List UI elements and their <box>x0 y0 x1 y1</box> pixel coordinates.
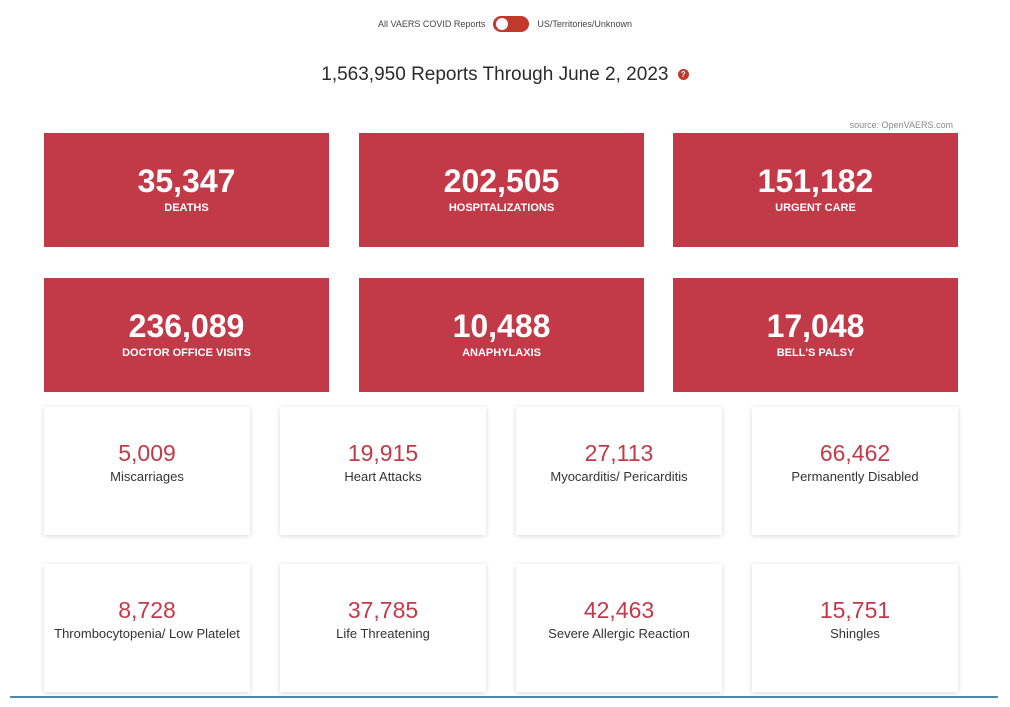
stat-value: 236,089 <box>128 308 245 344</box>
stat-value: 37,785 <box>347 597 419 623</box>
page-title: 1,563,950 Reports Through June 2, 2023 <box>321 64 669 85</box>
stat-label: DEATHS <box>164 202 209 214</box>
stat-value: 35,347 <box>137 163 236 199</box>
stat-value: 5,009 <box>118 440 176 466</box>
stat-value: 19,915 <box>347 440 419 466</box>
stat-card-shingles: 15,751 Shingles <box>752 564 958 692</box>
page-title-row: 1,563,950 Reports Through June 2, 2023 ? <box>0 62 1010 88</box>
stat-tile-urgent-care: 151,182 URGENT CARE <box>673 133 958 247</box>
bottom-divider <box>10 696 998 698</box>
stat-tile-deaths: 35,347 DEATHS <box>44 133 329 247</box>
stat-label: BELL'S PALSY <box>776 347 855 359</box>
stat-value: 8,728 <box>118 597 176 623</box>
region-toggle-switch[interactable] <box>493 16 530 32</box>
stat-label: URGENT CARE <box>775 202 856 214</box>
stat-card-thrombocytopenia: 8,728 Thrombocytopenia/ Low Platelet <box>44 564 250 692</box>
stat-value: 66,462 <box>819 440 891 466</box>
stat-card-severe-allergic-reaction: 42,463 Severe Allergic Reaction <box>516 564 722 692</box>
stat-card-myocarditis: 27,113 Myocarditis/ Pericarditis <box>516 407 722 535</box>
stat-label: DOCTOR OFFICE VISITS <box>122 347 251 359</box>
stat-label: Shingles <box>830 626 880 641</box>
stat-label: ANAPHYLAXIS <box>462 347 541 359</box>
toggle-label-us-territories[interactable]: US/Territories/Unknown <box>537 19 632 29</box>
stat-card-permanently-disabled: 66,462 Permanently Disabled <box>752 407 958 535</box>
stat-tile-doctor-office-visits: 236,089 DOCTOR OFFICE VISITS <box>44 278 329 392</box>
stat-value: 151,182 <box>757 163 874 199</box>
stat-card-miscarriages: 5,009 Miscarriages <box>44 407 250 535</box>
stat-label: Miscarriages <box>110 469 184 484</box>
stat-label: HOSPITALIZATIONS <box>448 202 555 214</box>
stat-card-life-threatening: 37,785 Life Threatening <box>280 564 486 692</box>
report-filter-toggle-row: All VAERS COVID Reports US/Territories/U… <box>0 14 1010 34</box>
stat-value: 202,505 <box>443 163 560 199</box>
stat-value: 10,488 <box>452 308 551 344</box>
stat-label: Permanently Disabled <box>791 469 919 484</box>
stat-tile-bells-palsy: 17,048 BELL'S PALSY <box>673 278 958 392</box>
question-icon[interactable]: ? <box>677 69 689 81</box>
stat-value: 17,048 <box>766 308 865 344</box>
stat-label: Myocarditis/ Pericarditis <box>550 469 688 484</box>
toggle-knob <box>496 18 509 30</box>
stat-value: 15,751 <box>819 597 891 623</box>
stat-value: 42,463 <box>583 597 655 623</box>
toggle-label-all-reports[interactable]: All VAERS COVID Reports <box>378 19 486 29</box>
stat-label: Life Threatening <box>336 626 430 641</box>
stat-label: Thrombocytopenia/ Low Platelet <box>54 626 240 641</box>
stat-value: 27,113 <box>584 440 654 466</box>
stat-card-heart-attacks: 19,915 Heart Attacks <box>280 407 486 535</box>
stat-tile-hospitalizations: 202,505 HOSPITALIZATIONS <box>359 133 644 247</box>
source-note: source: OpenVAERS.com <box>849 120 953 130</box>
stat-tile-anaphylaxis: 10,488 ANAPHYLAXIS <box>359 278 644 392</box>
stat-label: Severe Allergic Reaction <box>548 626 690 641</box>
stat-label: Heart Attacks <box>344 469 422 484</box>
